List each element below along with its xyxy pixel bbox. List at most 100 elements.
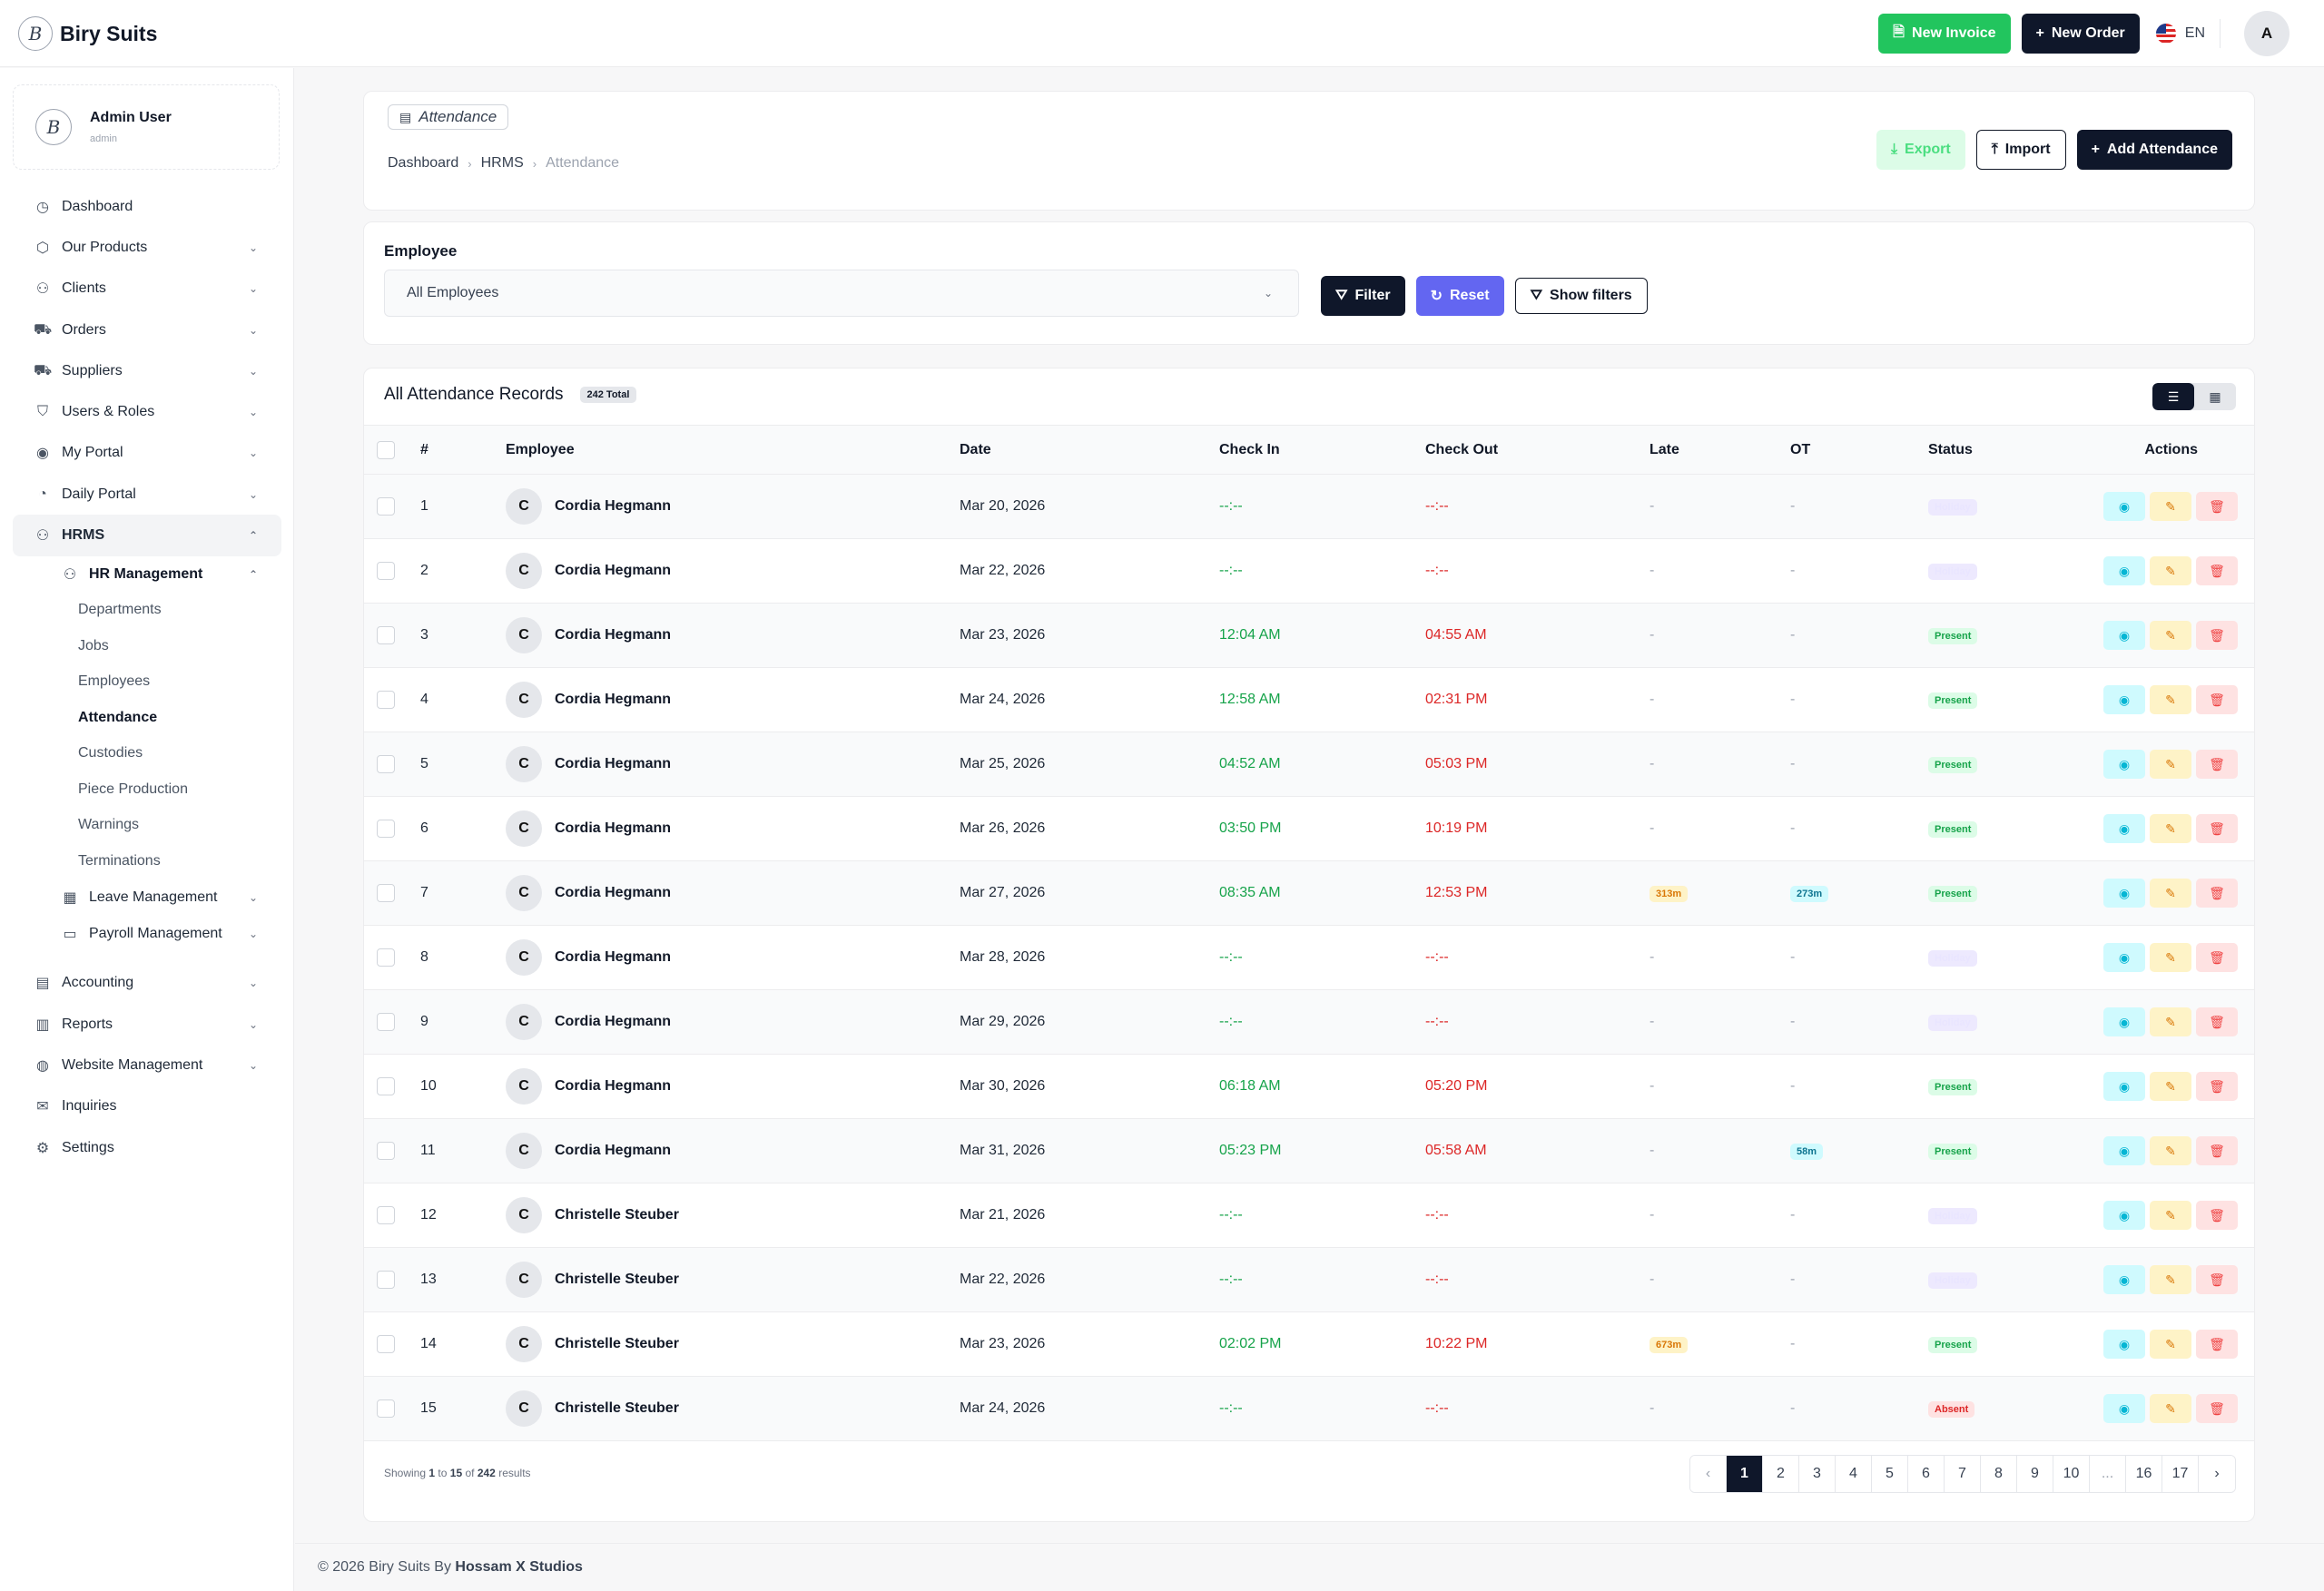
table-row[interactable]: 1 C Cordia Hegmann Mar 20, 2026 --:-- --… — [364, 474, 2254, 539]
sidebar-item-users-roles[interactable]: ⛉ Users & Roles ⌄ — [13, 391, 281, 432]
edit-button[interactable]: ✎ — [2150, 814, 2191, 843]
edit-button[interactable]: ✎ — [2150, 556, 2191, 585]
employee-name[interactable]: Cordia Hegmann — [555, 627, 672, 643]
edit-button[interactable]: ✎ — [2150, 492, 2191, 521]
new-invoice-button[interactable]: 🗎 New Invoice — [1878, 14, 2011, 54]
import-button[interactable]: ⤒ Import — [1975, 130, 2066, 170]
employee-name[interactable]: Christelle Steuber — [555, 1207, 679, 1223]
row-checkbox[interactable] — [377, 1142, 395, 1160]
page-button[interactable]: 8 — [1981, 1456, 2017, 1492]
employee-name[interactable]: Christelle Steuber — [555, 1400, 679, 1416]
list-view-icon[interactable]: ☰ — [2152, 383, 2194, 410]
edit-button[interactable]: ✎ — [2150, 879, 2191, 908]
row-checkbox[interactable] — [377, 626, 395, 644]
row-checkbox[interactable] — [377, 820, 395, 838]
view-button[interactable]: ◉ — [2103, 943, 2145, 972]
select-all-checkbox[interactable] — [377, 440, 395, 459]
filter-button[interactable]: ⛛ Filter — [1321, 276, 1405, 316]
table-row[interactable]: 3 C Cordia Hegmann Mar 23, 2026 12:04 AM… — [364, 603, 2254, 668]
delete-button[interactable]: 🗑 — [2196, 1330, 2238, 1359]
edit-button[interactable]: ✎ — [2150, 1072, 2191, 1101]
edit-button[interactable]: ✎ — [2150, 1394, 2191, 1423]
sidebar-item-employees[interactable]: Employees — [78, 673, 151, 690]
delete-button[interactable]: 🗑 — [2196, 943, 2238, 972]
view-button[interactable]: ◉ — [2103, 1265, 2145, 1294]
table-row[interactable]: 9 C Cordia Hegmann Mar 29, 2026 --:-- --… — [364, 989, 2254, 1055]
sidebar-item-inquiries[interactable]: ✉ Inquiries — [13, 1086, 281, 1127]
table-row[interactable]: 4 C Cordia Hegmann Mar 24, 2026 12:58 AM… — [364, 667, 2254, 732]
table-row[interactable]: 5 C Cordia Hegmann Mar 25, 2026 04:52 AM… — [364, 732, 2254, 797]
table-row[interactable]: 14 C Christelle Steuber Mar 23, 2026 02:… — [364, 1311, 2254, 1377]
row-checkbox[interactable] — [377, 1271, 395, 1289]
page-button[interactable]: 9 — [2017, 1456, 2053, 1492]
column-header[interactable]: Status — [1928, 441, 1973, 457]
table-row[interactable]: 7 C Cordia Hegmann Mar 27, 2026 08:35 AM… — [364, 860, 2254, 926]
sidebar-item-departments[interactable]: Departments — [78, 602, 162, 618]
row-checkbox[interactable] — [377, 562, 395, 580]
breadcrumb-hrms[interactable]: HRMS — [480, 155, 524, 171]
breadcrumb-dashboard[interactable]: Dashboard — [388, 155, 459, 171]
employee-name[interactable]: Christelle Steuber — [555, 1272, 679, 1287]
view-button[interactable]: ◉ — [2103, 1072, 2145, 1101]
page-button[interactable]: 1 — [1727, 1456, 1763, 1492]
delete-button[interactable]: 🗑 — [2196, 1265, 2238, 1294]
column-header[interactable]: OT — [1790, 441, 1811, 457]
sidebar-item-piece-production[interactable]: Piece Production — [78, 781, 188, 797]
sidebar-item-leave-management[interactable]: ▦ Leave Management ⌄ — [13, 879, 281, 916]
row-checkbox[interactable] — [377, 1399, 395, 1418]
edit-button[interactable]: ✎ — [2150, 621, 2191, 650]
employee-name[interactable]: Cordia Hegmann — [555, 1078, 672, 1094]
page-button[interactable]: 3 — [1799, 1456, 1836, 1492]
next-page-button[interactable]: › — [2199, 1456, 2235, 1492]
row-checkbox[interactable] — [377, 948, 395, 967]
view-button[interactable]: ◉ — [2103, 492, 2145, 521]
table-row[interactable]: 15 C Christelle Steuber Mar 24, 2026 --:… — [364, 1376, 2254, 1441]
view-button[interactable]: ◉ — [2103, 1007, 2145, 1036]
delete-button[interactable]: 🗑 — [2196, 1394, 2238, 1423]
delete-button[interactable]: 🗑 — [2196, 1007, 2238, 1036]
page-button[interactable]: 2 — [1763, 1456, 1799, 1492]
sidebar-item-website-management[interactable]: ◍ Website Management ⌄ — [13, 1045, 281, 1085]
table-row[interactable]: 10 C Cordia Hegmann Mar 30, 2026 06:18 A… — [364, 1054, 2254, 1119]
grid-view-icon[interactable]: ▦ — [2209, 388, 2221, 404]
view-button[interactable]: ◉ — [2103, 685, 2145, 714]
footer-author[interactable]: Hossam X Studios — [455, 1559, 583, 1575]
sidebar-item-hrms[interactable]: ⚇ HRMS ⌃ — [13, 515, 281, 556]
view-button[interactable]: ◉ — [2103, 814, 2145, 843]
edit-button[interactable]: ✎ — [2150, 1136, 2191, 1165]
sidebar-item-orders[interactable]: ⛟ Orders ⌄ — [13, 309, 281, 350]
page-button[interactable]: 6 — [1908, 1456, 1945, 1492]
sidebar-item-accounting[interactable]: ▤ Accounting ⌄ — [13, 963, 281, 1004]
delete-button[interactable]: 🗑 — [2196, 814, 2238, 843]
view-button[interactable]: ◉ — [2103, 1394, 2145, 1423]
delete-button[interactable]: 🗑 — [2196, 685, 2238, 714]
page-button[interactable]: 10 — [2053, 1456, 2090, 1492]
column-header[interactable]: Check Out — [1425, 441, 1499, 457]
delete-button[interactable]: 🗑 — [2196, 492, 2238, 521]
employee-name[interactable]: Cordia Hegmann — [555, 1014, 672, 1029]
edit-button[interactable]: ✎ — [2150, 685, 2191, 714]
delete-button[interactable]: 🗑 — [2196, 1136, 2238, 1165]
edit-button[interactable]: ✎ — [2150, 1201, 2191, 1230]
view-button[interactable]: ◉ — [2103, 621, 2145, 650]
add-attendance-button[interactable]: + Add Attendance — [2076, 130, 2232, 170]
show-filters-button[interactable]: ⛛ Show filters — [1514, 278, 1648, 314]
page-button[interactable]: 16 — [2126, 1456, 2162, 1492]
row-checkbox[interactable] — [377, 1077, 395, 1095]
employee-name[interactable]: Christelle Steuber — [555, 1336, 679, 1351]
row-checkbox[interactable] — [377, 1206, 395, 1224]
table-row[interactable]: 2 C Cordia Hegmann Mar 22, 2026 --:-- --… — [364, 538, 2254, 604]
page-button[interactable]: 4 — [1836, 1456, 1872, 1492]
delete-button[interactable]: 🗑 — [2196, 556, 2238, 585]
row-checkbox[interactable] — [377, 497, 395, 516]
delete-button[interactable]: 🗑 — [2196, 621, 2238, 650]
column-header[interactable]: # — [420, 441, 428, 457]
table-row[interactable]: 11 C Cordia Hegmann Mar 31, 2026 05:23 P… — [364, 1118, 2254, 1183]
user-avatar[interactable]: A — [2244, 11, 2290, 56]
sidebar-item-clients[interactable]: ⚇ Clients ⌄ — [13, 269, 281, 309]
sidebar-item-reports[interactable]: ▥ Reports ⌄ — [13, 1004, 281, 1045]
sidebar-item-my-portal[interactable]: ◉ My Portal ⌄ — [13, 433, 281, 474]
row-checkbox[interactable] — [377, 691, 395, 709]
sidebar-item-dashboard[interactable]: ◷ Dashboard — [13, 186, 281, 227]
employee-name[interactable]: Cordia Hegmann — [555, 1143, 672, 1158]
